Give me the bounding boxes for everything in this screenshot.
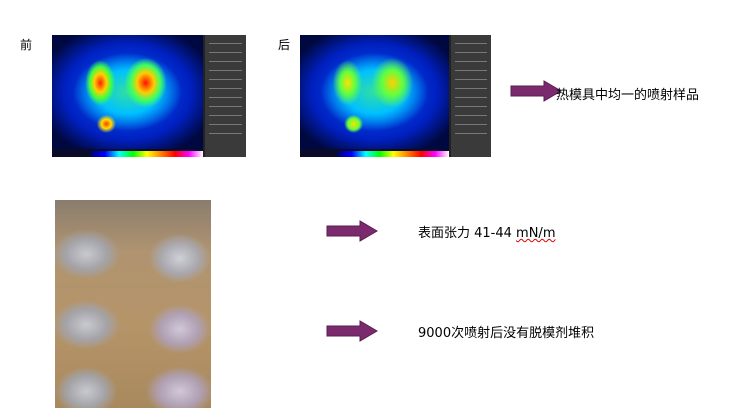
bullet-uniform-spray: 热模具中均一的喷射样品 <box>556 88 700 103</box>
camera-settings-panel <box>203 35 246 157</box>
camera-settings-panel <box>448 35 491 157</box>
right-arrow-icon <box>510 80 562 102</box>
surface-tension-unit: mN/m <box>516 226 556 241</box>
right-arrow-icon <box>326 220 378 242</box>
thermal-image-after <box>300 35 491 157</box>
right-arrow-icon <box>326 320 378 342</box>
after-label: 后 <box>278 38 291 52</box>
thermal-image-before <box>52 35 246 157</box>
color-scale <box>90 151 204 157</box>
sprayed-mold-photo <box>55 200 211 408</box>
surface-tension-text: 表面张力 41-44 <box>418 226 517 241</box>
bullet-no-buildup: 9000次喷射后没有脱模剂堆积 <box>418 326 595 341</box>
before-label: 前 <box>20 38 33 52</box>
color-scale <box>338 151 449 157</box>
bullet-surface-tension: 表面张力 41-44 mN/m <box>418 222 555 241</box>
